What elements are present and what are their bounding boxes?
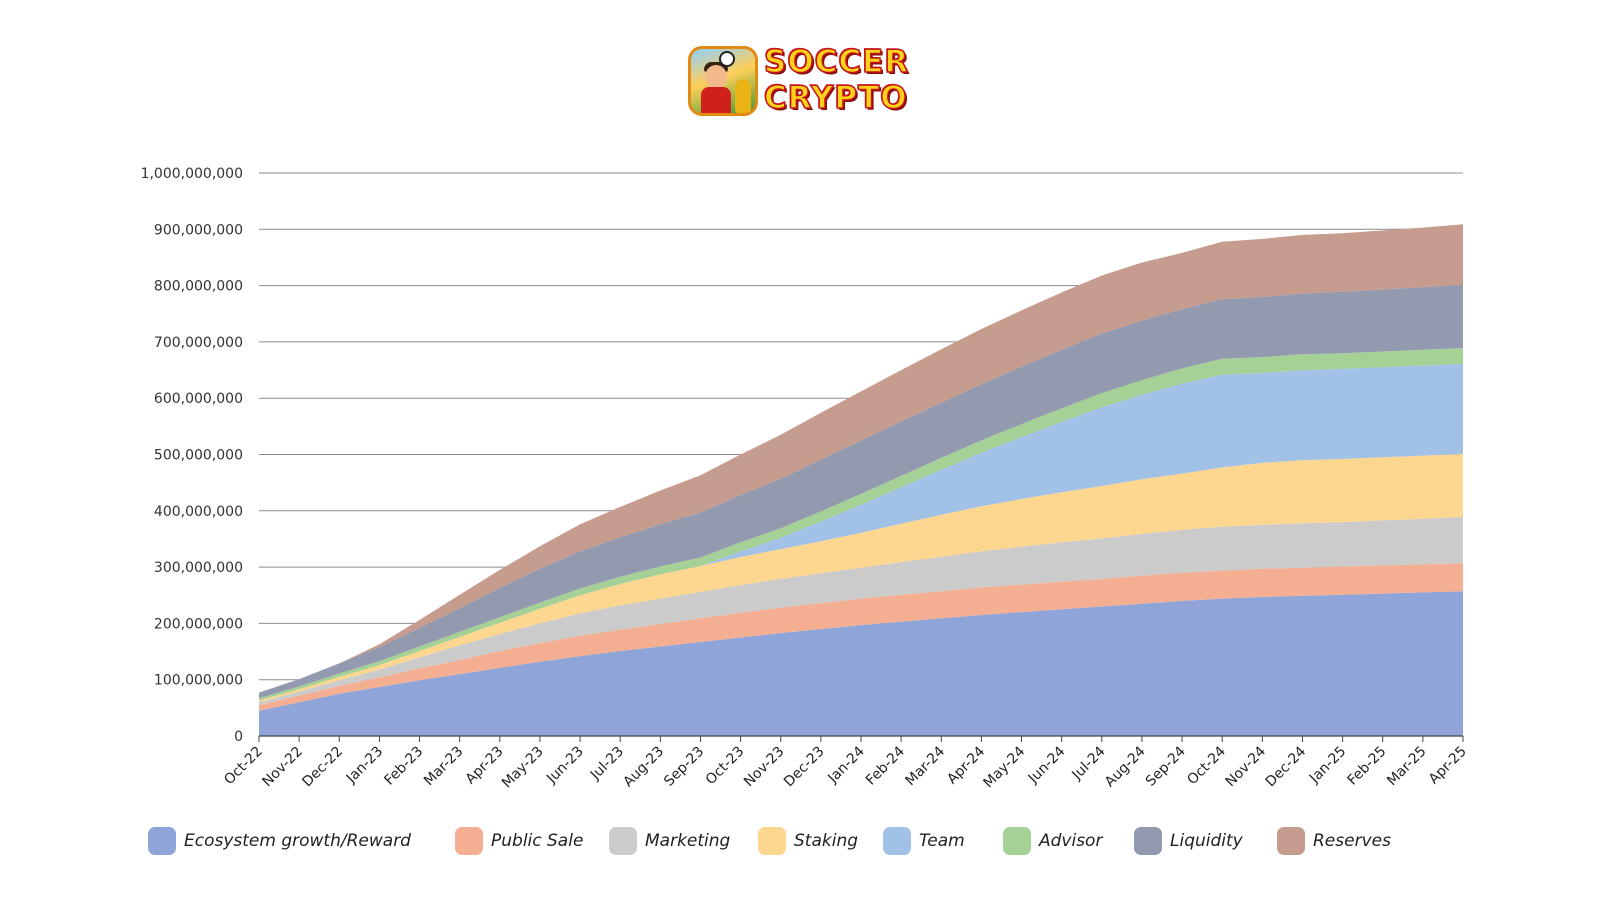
trophy-icon <box>735 79 751 113</box>
y-tick-label: 600,000,000 <box>154 391 243 407</box>
x-tick-label: Nov-22 <box>259 744 306 791</box>
x-tick-label: May-23 <box>499 744 547 792</box>
legend-label: Public Sale <box>491 831 584 851</box>
y-tick-label: 900,000,000 <box>154 222 243 238</box>
legend-swatch <box>455 827 483 855</box>
legend-item: Public Sale <box>455 826 583 856</box>
soccer-crypto-logo: SOCCER CRYPTO <box>688 43 928 120</box>
x-tick-label: Dec-22 <box>299 744 346 791</box>
player-head <box>705 65 727 89</box>
legend-item: Team <box>883 826 965 856</box>
legend-swatch <box>609 827 637 855</box>
y-tick-label: 200,000,000 <box>154 616 243 632</box>
axes <box>258 735 1464 742</box>
x-tick-label: Jan-25 <box>1306 744 1349 787</box>
area-team <box>259 363 1463 701</box>
legend-item: Ecosystem growth/Reward <box>148 826 411 856</box>
legend-swatch <box>148 827 176 855</box>
x-tick-label: Oct-24 <box>1184 743 1229 788</box>
area-public-sale <box>259 563 1463 711</box>
y-tick-label: 700,000,000 <box>154 335 243 351</box>
x-tick-label: Sep-24 <box>1143 743 1189 789</box>
soccer-ball-icon <box>719 51 735 67</box>
x-tick-label: Jun-23 <box>543 744 587 788</box>
x-tick-label: Mar-24 <box>903 743 949 789</box>
legend-label: Advisor <box>1039 831 1103 851</box>
x-tick-label: Oct-22 <box>221 744 266 789</box>
soccer-player-app-icon <box>688 46 758 116</box>
legend-label: Marketing <box>645 831 731 851</box>
y-tick-label: 500,000,000 <box>154 448 243 464</box>
legend-item: Advisor <box>1003 826 1102 856</box>
area-reserves <box>259 224 1463 693</box>
x-tick-label: Dec-24 <box>1263 743 1310 790</box>
logo-wordmark: SOCCER CRYPTO <box>763 43 928 117</box>
x-tick-label: Aug-24 <box>1102 743 1149 790</box>
legend-label: Staking <box>794 831 859 851</box>
legend-item: Reserves <box>1277 826 1391 856</box>
area-liquidity <box>259 285 1463 699</box>
x-tick-label: Mar-25 <box>1384 744 1430 790</box>
x-tick-label: Feb-24 <box>863 743 908 788</box>
area-marketing <box>259 517 1463 705</box>
x-tick-label: May-24 <box>981 743 1029 791</box>
x-tick-label: Apr-25 <box>1426 744 1470 788</box>
player-shirt <box>701 87 731 113</box>
x-tick-label: Jan-24 <box>824 743 868 787</box>
x-tick-label: Jun-24 <box>1025 743 1069 787</box>
legend-label: Team <box>919 831 965 851</box>
stacked-area-chart: 0 100,000,000 200,000,000 300,000,000 400,00… <box>141 166 1470 791</box>
area-staking <box>259 453 1463 703</box>
x-tick-label: Nov-24 <box>1223 743 1270 790</box>
legend-label: Liquidity <box>1170 831 1243 851</box>
x-tick-label: Aug-23 <box>620 744 667 791</box>
chart-legend: Ecosystem growth/Reward Public Sale Market… <box>148 826 1448 860</box>
area-ecosystem-growth-reward <box>259 591 1463 736</box>
y-tick-label: 800,000,000 <box>154 279 243 295</box>
x-tick-label: Feb-23 <box>381 744 426 789</box>
legend-swatch <box>1003 827 1031 855</box>
x-tick-label: Feb-25 <box>1345 744 1390 789</box>
y-tick-label: 1,000,000,000 <box>141 166 243 182</box>
legend-item: Staking <box>758 826 858 856</box>
y-tick-labels: 0 100,000,000 200,000,000 300,000,000 400,00… <box>141 166 243 745</box>
legend-swatch <box>883 827 911 855</box>
y-tick-label: 0 <box>234 729 243 745</box>
x-tick-label: Oct-23 <box>703 744 748 789</box>
legend-label: Reserves <box>1313 831 1391 851</box>
x-tick-label: Jan-23 <box>343 744 386 787</box>
x-tick-label: Mar-23 <box>421 744 467 790</box>
y-tick-label: 300,000,000 <box>154 560 243 576</box>
legend-label: Ecosystem growth/Reward <box>184 831 411 851</box>
y-tick-label: 100,000,000 <box>154 673 243 689</box>
area-series <box>259 224 1463 736</box>
logo-word-crypto: CRYPTO <box>763 79 908 117</box>
legend-item: Liquidity <box>1134 826 1243 856</box>
legend-swatch <box>1134 827 1162 855</box>
x-tick-label: Nov-23 <box>741 744 788 791</box>
x-tick-label: Sep-23 <box>661 744 707 790</box>
y-tick-label: 400,000,000 <box>154 504 243 520</box>
legend-swatch <box>1277 827 1305 855</box>
legend-item: Marketing <box>609 826 730 856</box>
legend-swatch <box>758 827 786 855</box>
logo-word-soccer: SOCCER <box>763 43 910 81</box>
x-tick-label: Dec-23 <box>781 744 828 791</box>
